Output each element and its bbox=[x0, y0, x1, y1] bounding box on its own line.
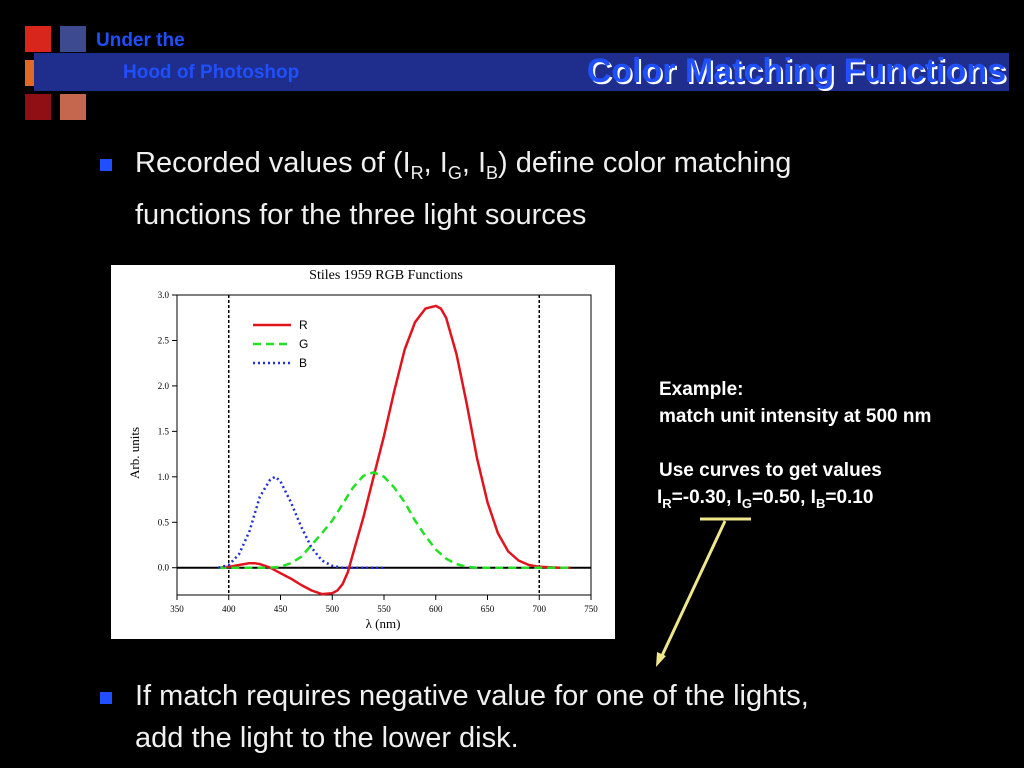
bullet-1-pre: Recorded values of (I bbox=[135, 147, 411, 179]
y-tick-label-4: 2.0 bbox=[158, 381, 170, 391]
x-tick-label-750: 750 bbox=[584, 604, 598, 614]
x-tick-label-650: 650 bbox=[481, 604, 495, 614]
bullet-1-sub-b: B bbox=[486, 162, 499, 183]
bullet-text-1: Recorded values of (IR, IG, IB) define c… bbox=[135, 142, 791, 236]
bullet-marker-2 bbox=[100, 692, 112, 704]
example-values: IR=-0.30, IG=0.50, IB=0.10 bbox=[657, 484, 931, 517]
y-tick-label-2: 1.0 bbox=[158, 472, 170, 482]
example-heading: Example: bbox=[659, 379, 744, 400]
title-bar bbox=[34, 53, 1009, 91]
bullet-1-sub-r: R bbox=[410, 162, 424, 183]
bullet-2-line-2: add the light to the lower disk. bbox=[135, 722, 519, 754]
logo-square-5 bbox=[25, 94, 51, 120]
chart-title: Stiles 1959 RGB Functions bbox=[309, 268, 463, 283]
example-val-g: =0.50, I bbox=[752, 487, 816, 508]
x-tick-label-600: 600 bbox=[429, 604, 443, 614]
bullet-2-line-1: If match requires negative value for one… bbox=[135, 680, 809, 712]
example-line-1: match unit intensity at 500 nm bbox=[659, 406, 932, 427]
chart-xlabel: λ (nm) bbox=[366, 616, 401, 631]
arrow-shaft bbox=[658, 520, 727, 661]
x-tick-label-500: 500 bbox=[326, 604, 340, 614]
bullet-1-line-2: functions for the three light sources bbox=[135, 198, 587, 231]
bullet-marker-1 bbox=[100, 159, 112, 171]
x-tick-label-550: 550 bbox=[377, 604, 391, 614]
y-tick-label-3: 1.5 bbox=[158, 426, 170, 436]
x-tick-label-350: 350 bbox=[170, 604, 184, 614]
arrow-head bbox=[656, 652, 666, 667]
x-tick-label-450: 450 bbox=[274, 604, 288, 614]
slide-title: Color Matching Functions bbox=[586, 52, 1006, 90]
bullet-1-sub-g: G bbox=[447, 162, 462, 183]
legend-label-R: R bbox=[299, 318, 308, 332]
logo-square-2 bbox=[60, 26, 86, 52]
bullet-1-post: ) define color matching bbox=[498, 147, 792, 179]
legend-label-B: B bbox=[299, 356, 307, 370]
y-tick-label-6: 3.0 bbox=[158, 290, 170, 300]
y-tick-label-5: 2.5 bbox=[158, 335, 170, 345]
bullet-text-2: If match requires negative value for one… bbox=[135, 675, 809, 759]
x-tick-label-700: 700 bbox=[533, 604, 547, 614]
logo-square-1 bbox=[25, 26, 51, 52]
stiles-rgb-chart: Stiles 1959 RGB Functions λ (nm) Arb. un… bbox=[127, 268, 598, 631]
example-val-r: =-0.30, I bbox=[671, 487, 742, 508]
y-tick-label-1: 0.5 bbox=[158, 517, 170, 527]
legend-label-G: G bbox=[299, 337, 308, 351]
y-tick-label-0: 0.0 bbox=[158, 563, 170, 573]
example-i-r: I bbox=[657, 487, 663, 508]
example-box: Example: match unit intensity at 500 nm … bbox=[657, 376, 932, 517]
bullet-1-line-1: Recorded values of (IR, IG, IB) define c… bbox=[135, 142, 791, 194]
example-sub-r: R bbox=[662, 495, 672, 511]
logo-square-6 bbox=[60, 94, 86, 120]
series-line-B bbox=[218, 475, 384, 569]
x-tick-label-400: 400 bbox=[222, 604, 236, 614]
bullet-1-sep2: , I bbox=[461, 147, 487, 179]
example-sub-b: B bbox=[815, 495, 826, 511]
chart-ylabel: Arb. units bbox=[127, 427, 142, 479]
brand-line-2: Hood of Photoshop bbox=[123, 62, 300, 83]
example-val-b: =0.10 bbox=[825, 487, 874, 508]
example-sub-g: G bbox=[741, 495, 753, 511]
chart-panel: Stiles 1959 RGB Functions λ (nm) Arb. un… bbox=[111, 265, 615, 639]
example-line-2: Use curves to get values bbox=[659, 460, 882, 481]
brand-line-1: Under the bbox=[96, 30, 185, 51]
bullet-1-sep1: , I bbox=[423, 147, 448, 179]
